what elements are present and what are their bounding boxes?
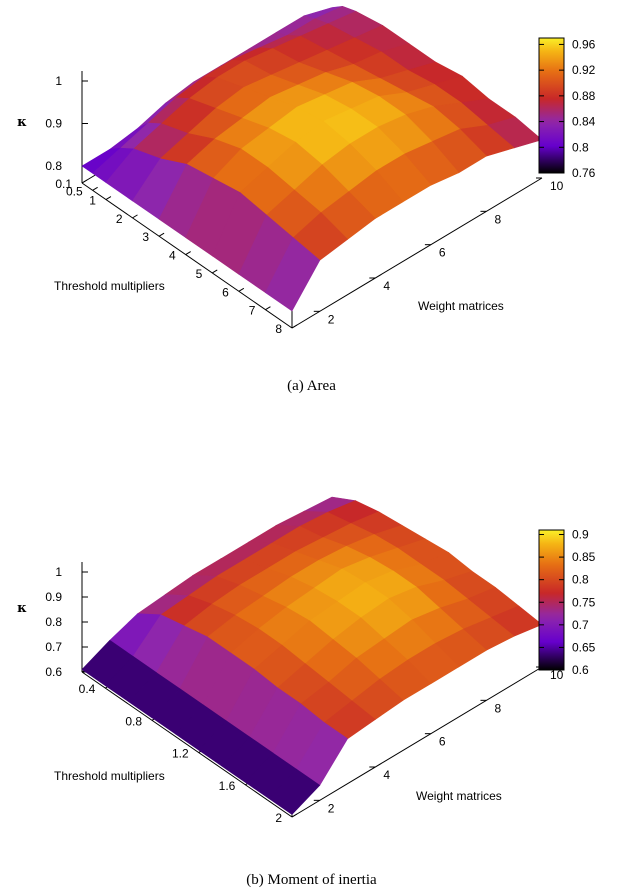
x-tick-label: 1.6 xyxy=(219,779,236,793)
x-tick-label: 6 xyxy=(222,285,229,299)
x-tick-mark xyxy=(185,251,191,256)
x-tick-label: 0.1 xyxy=(55,177,72,191)
y-tick-label: 6 xyxy=(439,735,446,749)
y-tick-label: 2 xyxy=(328,312,335,326)
x-tick-label: 2 xyxy=(275,811,282,825)
surface-plot-area: 0.8 0.9 1 κ 0.10.5 1 2 3 4 5 6 7 8 Threshold multipli… xyxy=(17,5,596,336)
y-tick-label: 10 xyxy=(550,179,564,193)
y-axis-line xyxy=(291,177,543,329)
x-tick-mark xyxy=(265,306,271,311)
colorbar-tick-label: 0.84 xyxy=(572,115,596,129)
y-tick-label: 8 xyxy=(494,212,501,226)
colorbar-tick-label: 0.92 xyxy=(572,63,596,77)
z-axis-label: κ xyxy=(17,601,27,616)
z-tick-label: 1 xyxy=(55,565,62,579)
x-tick-mark xyxy=(92,186,98,191)
surface xyxy=(81,5,543,312)
x-tick-label: 0.8 xyxy=(125,714,142,728)
x-tick-label: 7 xyxy=(249,304,256,318)
colorbar-tick-label: 0.75 xyxy=(572,595,596,609)
colorbar xyxy=(538,529,565,671)
x-tick-mark xyxy=(132,214,138,219)
x-axis-line xyxy=(81,182,293,329)
y-axis-label: Weight matrices xyxy=(416,789,502,803)
x-tick-mark xyxy=(238,287,245,292)
colorbar-tick-label: 0.6 xyxy=(572,663,589,677)
x-tick-mark xyxy=(105,196,112,200)
x-tick-mark xyxy=(81,179,88,184)
x-tick-mark xyxy=(158,232,165,237)
x-tick-label: 5 xyxy=(196,267,203,281)
x-axis-line xyxy=(81,671,293,818)
y-axis-label: Weight matrices xyxy=(418,299,504,313)
z-axis-label: κ xyxy=(17,115,27,130)
caption-area: (a) Area xyxy=(287,378,336,394)
x-axis-label: Threshold multipliers xyxy=(54,279,165,293)
colorbar-tick-label: 0.85 xyxy=(572,550,596,564)
panel-area: 0.8 0.9 1 κ 0.1 0.5 1 2 3 4 5 6 7 8 Threshold multipli… xyxy=(17,5,596,394)
y-tick-label: 4 xyxy=(383,768,390,782)
z-tick-label: 1 xyxy=(55,74,62,88)
colorbar-tick-label: 0.7 xyxy=(572,618,589,632)
surface-plot-moment-of-inertia: 0.6 0.7 0.8 0.9 1 κ 0.4 0.8 1.2 1.6 2 Threshold mul… xyxy=(17,496,596,825)
z-tick-label: 0.6 xyxy=(45,665,62,679)
x-tick-label: 4 xyxy=(169,249,176,263)
x-tick-mark xyxy=(211,269,218,274)
y-tick-label: 10 xyxy=(550,668,564,682)
x-tick-label: 2 xyxy=(116,212,123,226)
z-tick-label: 0.8 xyxy=(45,615,62,629)
colorbar-tick-label: 0.65 xyxy=(572,640,596,654)
x-tick-mark xyxy=(291,813,298,818)
x-tick-mark xyxy=(291,324,298,329)
x-axis-label: Threshold multipliers xyxy=(54,769,165,783)
x-tick-label: 8 xyxy=(275,322,282,336)
colorbar xyxy=(538,37,565,174)
x-tick-label: 0.5 xyxy=(66,184,83,198)
colorbar-tick-label: 0.8 xyxy=(572,573,589,587)
z-tick-label: 0.7 xyxy=(45,640,62,654)
caption-moment-of-inertia: (b) Moment of inertia xyxy=(246,872,377,888)
x-tick-label: 0.4 xyxy=(79,682,96,696)
colorbar-tick-label: 0.96 xyxy=(572,37,596,51)
colorbar-tick-label: 0.76 xyxy=(572,166,596,180)
x-tick-label: 3 xyxy=(142,230,149,244)
z-tick-label: 0.9 xyxy=(45,590,62,604)
colorbar-tick-label: 0.88 xyxy=(572,89,596,103)
y-tick-label: 4 xyxy=(383,279,390,293)
surface xyxy=(81,496,543,815)
x-tick-label: 1.2 xyxy=(172,747,189,761)
colorbar-tick-label: 0.9 xyxy=(572,528,589,542)
z-tick-label: 0.8 xyxy=(45,159,62,173)
surface-patch xyxy=(268,768,321,815)
surface-patch xyxy=(265,237,321,312)
y-axis-line xyxy=(291,666,543,818)
x-tick-label: 1 xyxy=(89,194,96,208)
panel-moment-of-inertia: 0.6 0.7 0.8 0.9 1 κ 0.4 0.8 1.2 1.6 2 Threshold mul… xyxy=(0,448,623,896)
y-tick-label: 2 xyxy=(328,801,335,815)
z-tick-label: 0.9 xyxy=(45,117,62,131)
colorbar-tick-label: 0.8 xyxy=(572,140,589,154)
y-tick-label: 8 xyxy=(494,701,501,715)
y-tick-label: 6 xyxy=(439,246,446,260)
